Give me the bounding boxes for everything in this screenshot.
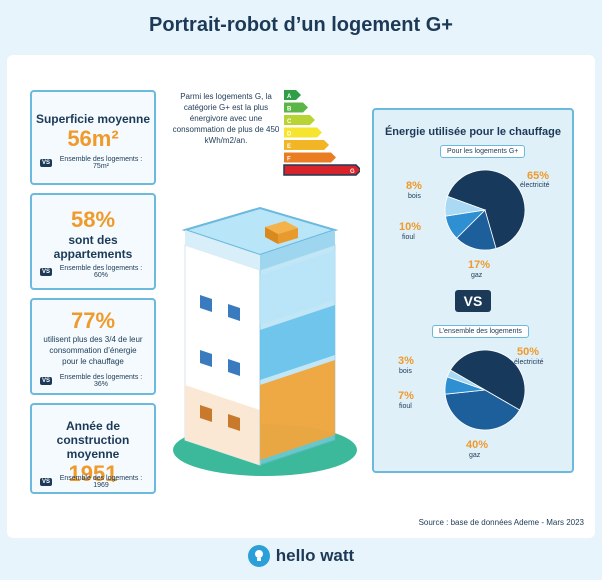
svg-text:A: A — [287, 94, 292, 100]
all-fioul-pct: 7% — [398, 390, 414, 402]
all-pie — [444, 349, 526, 431]
svg-text:D: D — [287, 132, 292, 138]
stat-label: sont des appartements — [53, 233, 133, 261]
energy-label-scale: A BC DE F G — [283, 90, 360, 176]
stat-value: 56m² — [67, 126, 119, 151]
heating-title: Énergie utilisée pour le chauffage — [384, 126, 562, 138]
pie-slice-gaz — [456, 209, 497, 251]
pie-slice-électricité — [449, 349, 526, 411]
gplus-bois-pct: 8% — [406, 180, 422, 192]
stat-value: 58% — [70, 207, 116, 232]
gplus-elec-pct: 65% — [527, 170, 550, 182]
all-label: L’ensemble des logements — [432, 325, 529, 338]
stat-compare: VS Ensemble des logements : 36% — [40, 374, 146, 388]
source-note: Source : base de données Ademe - Mars 20… — [418, 518, 584, 527]
stat-value: 77% — [70, 308, 116, 333]
brand-name: hello watt — [275, 546, 355, 565]
vs-badge: VS — [40, 478, 53, 486]
vs-separator: VS — [455, 290, 491, 312]
grade-A: A — [284, 90, 301, 100]
svg-text:F: F — [287, 157, 291, 163]
gplus-bois-name: bois — [408, 193, 421, 200]
compare-text: Ensemble des logements : 36% — [59, 374, 143, 388]
svg-text:C: C — [287, 119, 292, 125]
pie-slice-bois — [446, 369, 486, 391]
compare-text: Ensemble des logements : 1969 — [59, 475, 143, 489]
grade-F: F — [284, 152, 336, 163]
page-title: Portrait-robot d’un logement G+ — [149, 14, 453, 36]
grade-D: D — [284, 127, 322, 138]
all-gaz-name: gaz — [469, 452, 481, 459]
stat-heating-share: 77% utilisent plus des 3/4 de leur conso… — [30, 298, 156, 395]
vs-badge: VS — [40, 159, 53, 167]
svg-text:E: E — [287, 144, 291, 150]
pie-slice-électricité — [446, 169, 526, 249]
brand-logo: hello watt — [0, 545, 602, 567]
gplus-label: Pour les logements G+ — [440, 145, 526, 158]
stat-compare: VS Ensemble des logements : 75m² — [40, 156, 146, 170]
lightbulb-icon — [247, 545, 270, 567]
grade-E: E — [284, 140, 329, 150]
stat-construction-year: Année de construction moyenne 1951 VS En… — [30, 403, 156, 494]
gplus-pie — [444, 169, 526, 251]
vs-badge: VS — [40, 377, 53, 385]
all-fioul-name: fioul — [399, 403, 412, 410]
all-bois-name: bois — [399, 368, 412, 375]
gplus-fioul-name: fioul — [402, 234, 415, 241]
stat-label: Année de construction moyenne — [56, 419, 130, 461]
building-illustration — [173, 206, 357, 476]
stat-label: Superficie moyenne — [35, 112, 151, 126]
all-elec-pct: 50% — [517, 346, 540, 358]
gplus-gaz-pct: 17% — [468, 259, 491, 271]
stat-compare: VS Ensemble des logements : 60% — [40, 265, 146, 279]
vs-badge: VS — [40, 268, 53, 276]
grade-B: B — [284, 102, 308, 113]
stat-label: utilisent plus des 3/4 de leur consommat… — [43, 335, 143, 366]
grade-C: C — [284, 115, 315, 125]
energy-label-text: Parmi les logements G, la catégorie G+ e… — [172, 92, 280, 145]
compare-text: Ensemble des logements : 75m² — [59, 156, 143, 170]
pie-slice-bois — [444, 195, 486, 217]
stat-value: 1951 — [68, 461, 118, 486]
all-bois-pct: 3% — [398, 355, 414, 367]
stat-compare: VS Ensemble des logements : 1969 — [40, 475, 146, 489]
pie-slice-gaz — [444, 389, 521, 431]
grade-G: G — [283, 164, 360, 176]
stat-apartments: 58% sont des appartements VS Ensemble de… — [30, 193, 156, 290]
all-elec-name: électricité — [514, 359, 544, 366]
gplus-fioul-pct: 10% — [399, 221, 422, 233]
stat-surface: Superficie moyenne 56m² VS Ensemble des … — [30, 90, 156, 185]
gplus-gaz-name: gaz — [471, 272, 483, 279]
svg-text:G: G — [350, 169, 355, 175]
all-gaz-pct: 40% — [466, 439, 489, 451]
gplus-elec-name: électricité — [520, 182, 550, 189]
svg-text:B: B — [287, 107, 292, 113]
compare-text: Ensemble des logements : 60% — [59, 265, 143, 279]
